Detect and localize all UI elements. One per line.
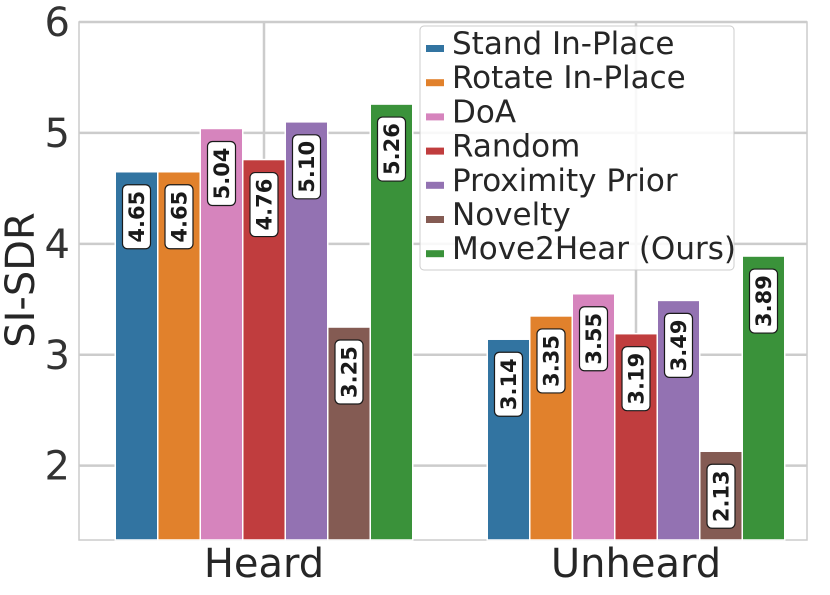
data-label-box xyxy=(621,346,651,412)
legend-swatch xyxy=(426,181,444,189)
x-tick-label: Unheard xyxy=(551,541,721,587)
data-label: 5.04 xyxy=(206,140,237,207)
legend-entry: Move2Hear (Ours) xyxy=(452,231,736,267)
data-label-box xyxy=(206,140,237,207)
legend-swatch xyxy=(426,147,444,155)
data-label-box xyxy=(249,171,279,238)
y-tick-label: 2 xyxy=(45,444,70,490)
data-label: 3.35 xyxy=(536,328,566,394)
data-label-box xyxy=(121,184,152,250)
data-label-box xyxy=(706,463,736,529)
data-label-text: 4.76 xyxy=(253,179,277,231)
data-label: 4.65 xyxy=(121,184,152,250)
data-label-box xyxy=(291,134,322,200)
data-label-box xyxy=(536,328,566,394)
data-label: 3.89 xyxy=(748,268,779,334)
data-label: 5.10 xyxy=(291,134,322,200)
data-label-box xyxy=(376,116,407,182)
y-tick-label: 4 xyxy=(45,222,70,268)
data-label: 3.19 xyxy=(621,346,651,412)
legend-entry: Random xyxy=(452,129,580,165)
legend-entry: Novelty xyxy=(452,197,571,233)
data-label-box xyxy=(748,268,779,334)
data-label-box xyxy=(663,312,694,379)
data-label: 3.25 xyxy=(334,339,364,405)
data-label: 4.76 xyxy=(249,171,279,238)
data-label: 3.55 xyxy=(578,306,609,372)
data-label-text: 3.25 xyxy=(338,346,362,398)
data-label-text: 3.14 xyxy=(497,358,521,410)
data-label-text: 3.49 xyxy=(667,319,691,371)
data-label-text: 4.65 xyxy=(168,191,192,243)
data-label-box xyxy=(493,351,524,417)
data-label: 5.26 xyxy=(376,116,407,182)
data-label: 2.13 xyxy=(706,463,736,529)
legend-swatch xyxy=(426,250,444,258)
data-label-text: 3.19 xyxy=(625,353,649,405)
data-label-text: 5.04 xyxy=(210,148,234,200)
data-label: 3.49 xyxy=(663,312,694,379)
y-tick-label: 5 xyxy=(45,111,70,157)
legend-entry: Proximity Prior xyxy=(452,163,678,199)
data-label-text: 5.10 xyxy=(295,141,319,193)
data-label-text: 3.35 xyxy=(540,335,564,387)
legend-entry: Rotate In-Place xyxy=(452,60,686,96)
x-tick-label: Heard xyxy=(204,541,324,587)
legend-swatch xyxy=(426,216,444,223)
data-labels: 4.65 3.14 4.65 3.35 5.04 3.55 4.76 3.19 5.10 3.49… xyxy=(121,116,779,529)
data-label-box xyxy=(578,306,609,372)
data-label-text: 2.13 xyxy=(710,470,734,522)
legend-swatch xyxy=(426,45,444,52)
y-axis-label: SI-SDR xyxy=(0,212,44,348)
y-tick-label: 6 xyxy=(45,0,70,46)
data-label-text: 3.55 xyxy=(582,313,606,365)
data-label-box xyxy=(164,184,194,250)
legend-entry: Stand In-Place xyxy=(452,26,674,62)
legend-swatch xyxy=(426,113,444,121)
legend-entry: DoA xyxy=(452,94,516,130)
x-tick-labels: Heard Unheard xyxy=(204,541,721,587)
data-label: 3.14 xyxy=(493,351,524,417)
legend-box xyxy=(419,25,735,271)
data-label-text: 3.89 xyxy=(752,275,776,327)
y-tick-label: 3 xyxy=(45,333,70,379)
legend-swatch xyxy=(426,79,444,87)
data-label-text: 4.65 xyxy=(125,191,149,243)
data-label-text: 5.26 xyxy=(380,123,404,175)
data-label-box xyxy=(334,339,364,405)
data-label: 4.65 xyxy=(164,184,194,250)
y-tick-labels: 2 3 4 5 6 xyxy=(45,0,70,490)
